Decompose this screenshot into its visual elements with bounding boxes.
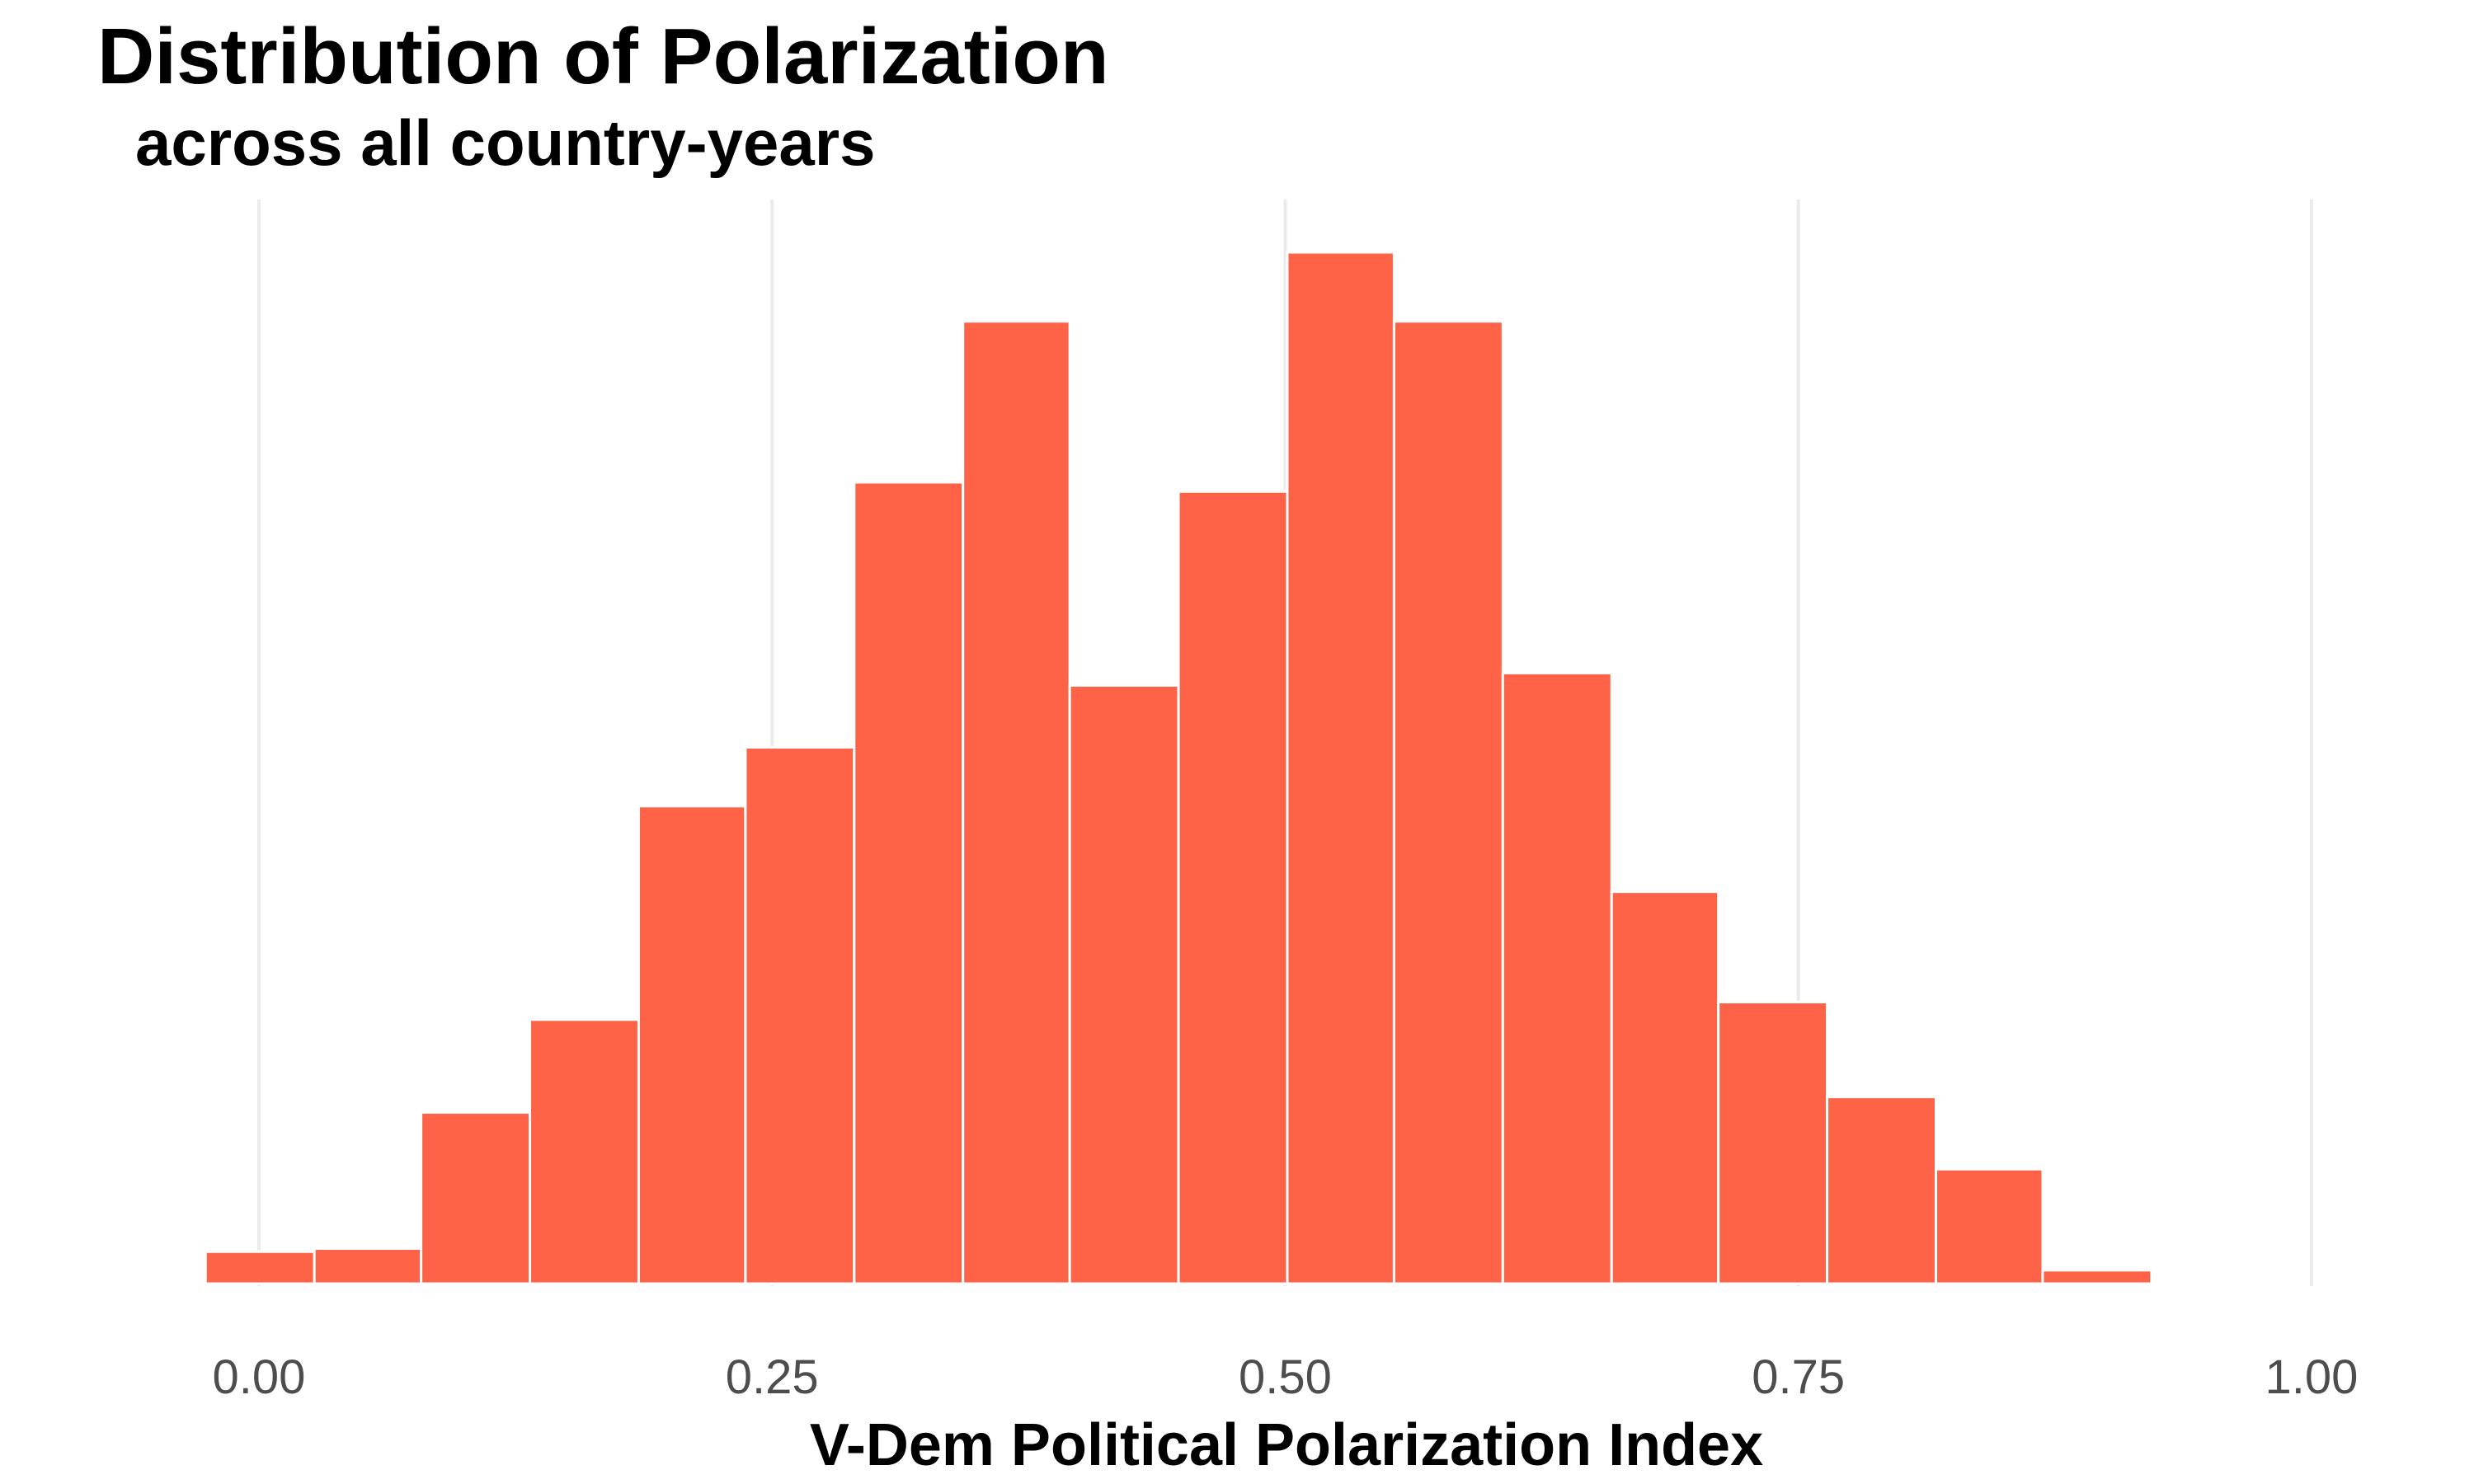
x-axis-ticks: 0.00 0.25 0.50 0.75 1.00 <box>213 1350 2359 1404</box>
histogram-bar-5 <box>744 745 856 1285</box>
histogram-bar-10 <box>1286 251 1395 1285</box>
histogram-bar-15 <box>1826 1096 1938 1285</box>
x-axis-title: V-Dem Political Polarization Index <box>810 1412 1763 1478</box>
histogram-bar-13 <box>1610 890 1720 1285</box>
histogram-bar-0 <box>204 1250 316 1285</box>
histogram-bar-2 <box>420 1111 532 1285</box>
histogram-bar-11 <box>1392 320 1504 1285</box>
x-tick-label-3: 0.75 <box>1752 1350 1845 1404</box>
histogram-bar-12 <box>1501 671 1613 1285</box>
histogram-bars <box>204 251 2153 1285</box>
chart-title: Distribution of Polarization <box>97 12 1109 101</box>
histogram-bar-4 <box>637 805 747 1285</box>
histogram-bar-8 <box>1068 683 1180 1285</box>
histogram-bar-7 <box>962 320 1071 1285</box>
histogram-bar-16 <box>1935 1167 2044 1285</box>
x-tick-label-4: 1.00 <box>2265 1350 2359 1404</box>
x-tick-label-1: 0.25 <box>726 1350 819 1404</box>
x-tick-label-0: 0.00 <box>213 1350 306 1404</box>
histogram-bar-17 <box>2041 1269 2153 1285</box>
histogram-bar-1 <box>313 1247 423 1285</box>
histogram-bar-9 <box>1177 490 1289 1285</box>
histogram-bar-6 <box>853 481 965 1285</box>
histogram-bar-14 <box>1717 1000 1829 1285</box>
histogram-bar-3 <box>529 1018 640 1285</box>
chart-subtitle: across all country-years <box>135 106 876 179</box>
x-tick-label-2: 0.50 <box>1239 1350 1332 1404</box>
